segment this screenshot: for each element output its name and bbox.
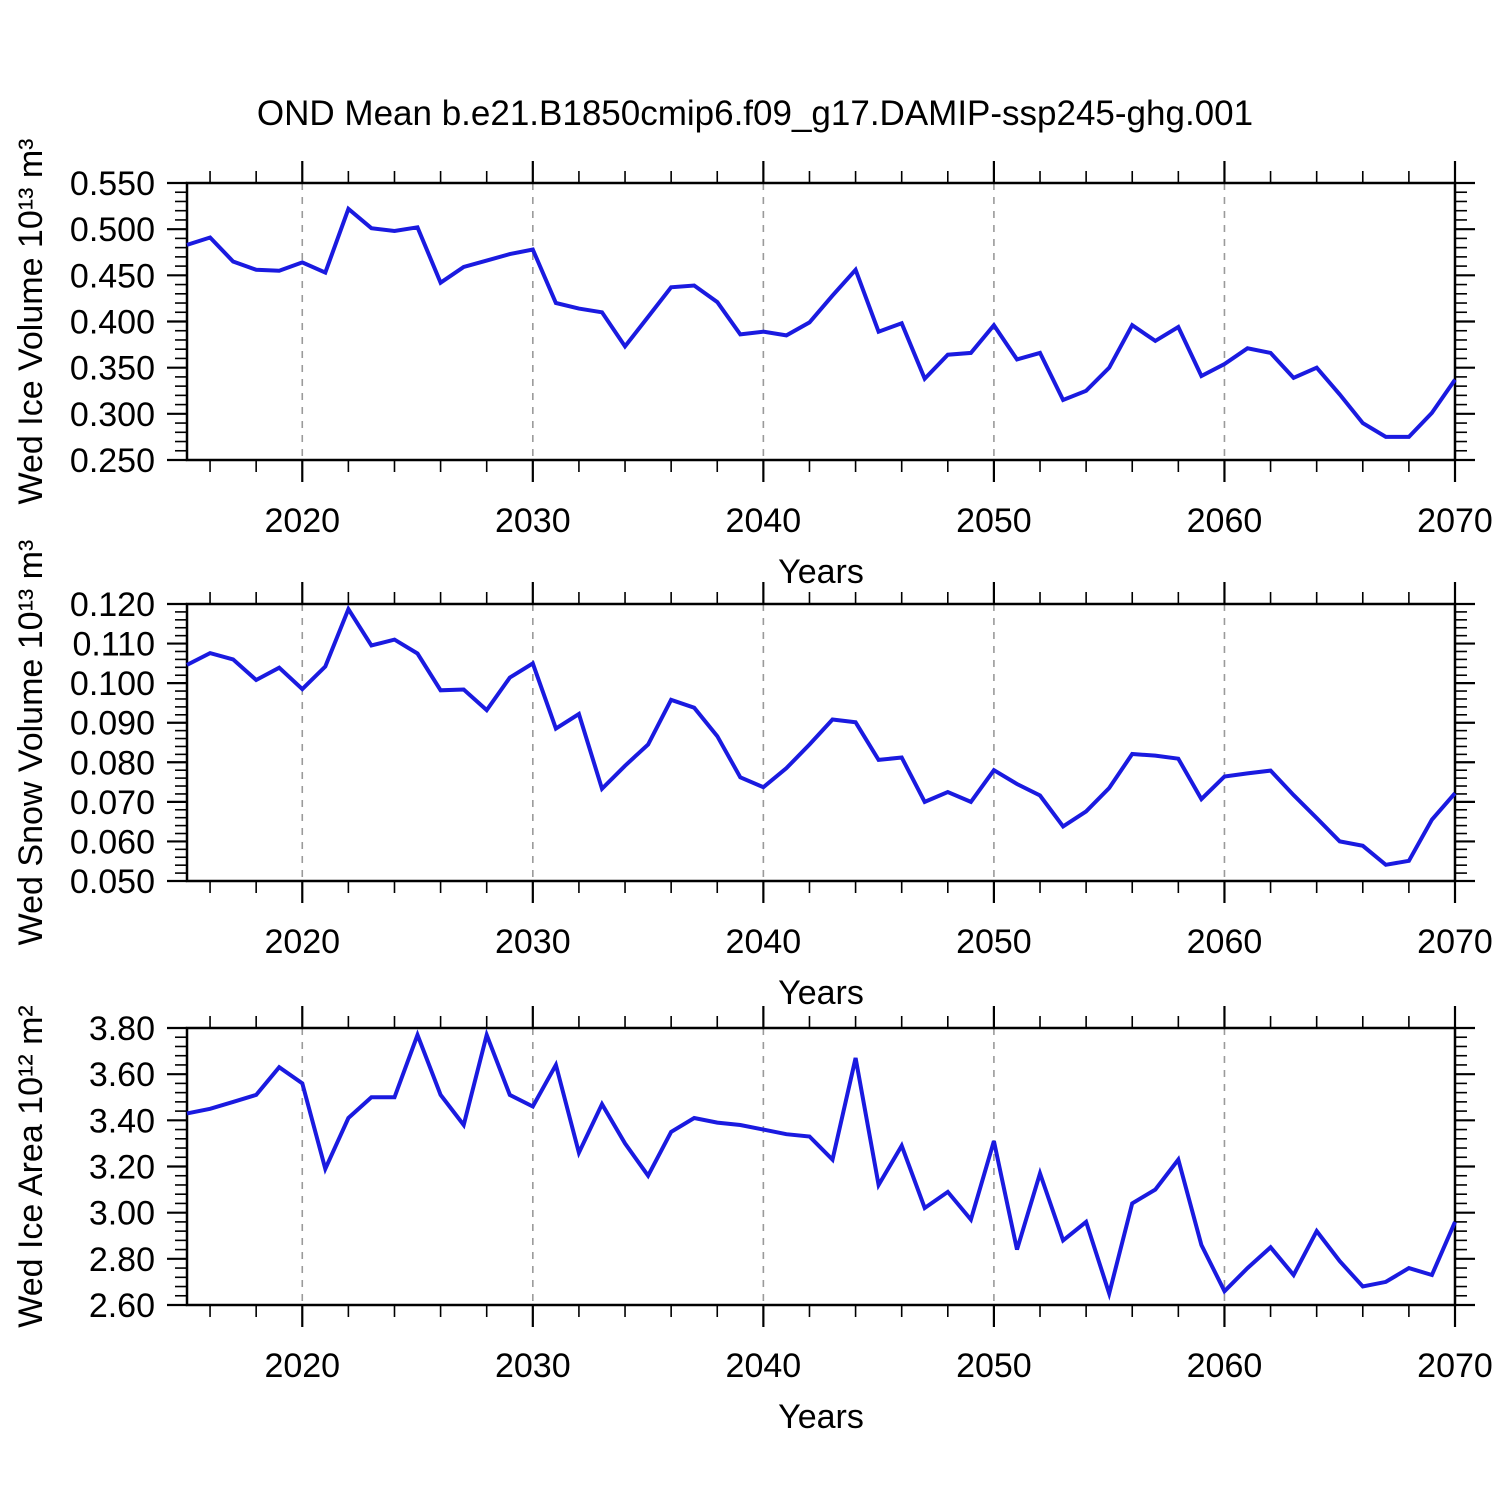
- y-tick-label: 0.090: [70, 705, 155, 743]
- y-tick-label: 0.550: [70, 165, 155, 203]
- plot-border: [185, 602, 1457, 883]
- y-axis-ticks: 2.60 2.80 3.00 3.20 3.40 3.60 3.80: [89, 1010, 1475, 1325]
- y-axis-title: Wed Ice Volume 10¹³ m³: [12, 139, 50, 505]
- panel-2: 0.0500.0600.0700.0800.0900.1000.1100.120…: [12, 540, 1493, 1012]
- gridlines: [301, 183, 1226, 460]
- y-tick-label: 3.80: [89, 1010, 155, 1048]
- y-tick-label: 2.80: [89, 1241, 155, 1279]
- x-tick-label: 2050: [956, 502, 1032, 540]
- x-axis-title: Years: [778, 553, 864, 591]
- panel-3: 2.60 2.80 3.00 3.20 3.40 3.60 3.80 2020 2030 2040…: [12, 1005, 1493, 1436]
- x-tick-label: 2040: [726, 923, 802, 961]
- x-tick-label: 2070: [1417, 502, 1493, 540]
- x-tick-label: 2020: [264, 923, 340, 961]
- y-tick-label: 0.500: [70, 211, 155, 249]
- y-tick-label: 0.110: [72, 626, 155, 664]
- x-tick-label: 2020: [264, 502, 340, 540]
- y-tick-label: 3.20: [89, 1149, 155, 1187]
- plot-border: [185, 181, 1457, 462]
- x-axis-ticks: 2020 2030 2040 2050 2060 2070: [209, 1006, 1493, 1385]
- data-line-wed-ice-area: [186, 1028, 1457, 1301]
- x-tick-label: 2060: [1187, 1347, 1263, 1385]
- x-tick-label: 2070: [1417, 1347, 1493, 1385]
- y-tick-label: 0.060: [70, 823, 155, 861]
- data-line-wed-snow-volume: [186, 604, 1457, 867]
- y-tick-label: 0.250: [70, 442, 155, 480]
- x-tick-label: 2050: [956, 1347, 1032, 1385]
- x-axis-title: Years: [778, 974, 864, 1012]
- y-tick-label: 3.00: [89, 1195, 155, 1233]
- x-tick-label: 2040: [726, 502, 802, 540]
- y-tick-label: 0.350: [70, 350, 155, 388]
- y-tick-label: 0.400: [70, 304, 155, 342]
- data-line-wed-ice-volume: [186, 205, 1457, 439]
- x-tick-label: 2020: [264, 1347, 340, 1385]
- y-tick-label: 3.40: [89, 1102, 155, 1140]
- y-tick-label: 0.100: [70, 665, 155, 703]
- x-tick-label: 2030: [495, 923, 571, 961]
- y-tick-label: 3.60: [89, 1056, 155, 1094]
- y-tick-label: 0.070: [70, 784, 155, 822]
- y-tick-label: 0.120: [70, 586, 155, 624]
- y-tick-label: 0.080: [70, 744, 155, 782]
- x-tick-label: 2040: [726, 1347, 802, 1385]
- x-tick-label: 2060: [1187, 502, 1263, 540]
- x-tick-label: 2070: [1417, 923, 1493, 961]
- gridlines: [301, 1028, 1226, 1305]
- y-tick-label: 0.050: [70, 863, 155, 901]
- x-tick-label: 2030: [495, 502, 571, 540]
- y-axis-title: Wed Ice Area 10¹² m²: [12, 1005, 50, 1328]
- y-axis-ticks: 0.250 0.300 0.350 0.400 0.450 0.500 0.550: [70, 165, 1475, 480]
- x-tick-label: 2050: [956, 923, 1032, 961]
- x-tick-label: 2030: [495, 1347, 571, 1385]
- x-axis-title: Years: [778, 1398, 864, 1436]
- chart-title: OND Mean b.e21.B1850cmip6.f09_g17.DAMIP-…: [257, 94, 1253, 133]
- x-tick-label: 2060: [1187, 923, 1263, 961]
- y-axis-title: Wed Snow Volume 10¹³ m³: [12, 540, 50, 946]
- x-axis-ticks: 2020 2030 2040 2050 2060 2070: [209, 161, 1493, 540]
- plot-border: [185, 1026, 1457, 1307]
- y-tick-label: 0.450: [70, 257, 155, 295]
- gridlines: [301, 604, 1226, 881]
- y-tick-label: 2.60: [89, 1287, 155, 1325]
- x-axis-ticks: 2020 2030 2040 2050 2060 2070: [209, 582, 1493, 961]
- y-tick-label: 0.300: [70, 396, 155, 434]
